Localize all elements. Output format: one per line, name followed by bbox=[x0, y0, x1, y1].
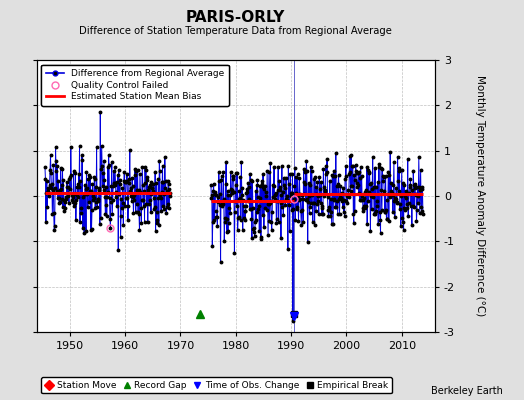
Legend: Difference from Regional Average, Quality Control Failed, Estimated Station Mean: Difference from Regional Average, Qualit… bbox=[41, 64, 229, 106]
Text: Berkeley Earth: Berkeley Earth bbox=[431, 386, 503, 396]
Y-axis label: Monthly Temperature Anomaly Difference (°C): Monthly Temperature Anomaly Difference (… bbox=[475, 75, 485, 317]
Text: PARIS-ORLY: PARIS-ORLY bbox=[186, 10, 286, 25]
Legend: Station Move, Record Gap, Time of Obs. Change, Empirical Break: Station Move, Record Gap, Time of Obs. C… bbox=[41, 377, 392, 394]
Text: Difference of Station Temperature Data from Regional Average: Difference of Station Temperature Data f… bbox=[79, 26, 392, 36]
